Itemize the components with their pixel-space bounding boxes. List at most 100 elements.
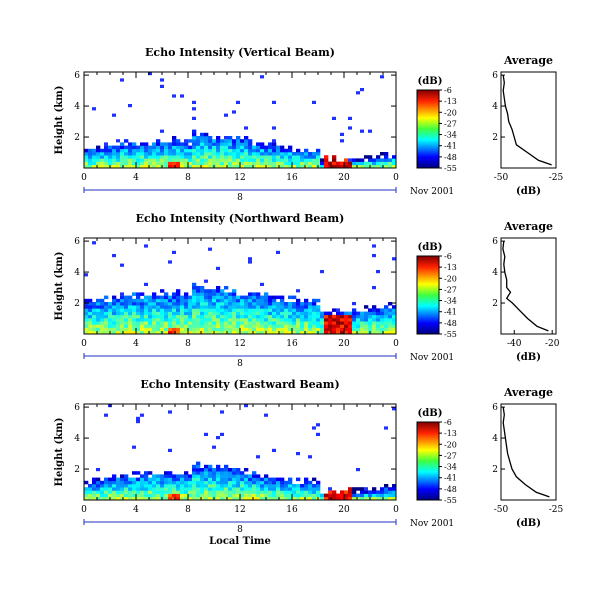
heatmap-cell xyxy=(312,314,317,319)
heatmap-cell xyxy=(280,493,285,498)
profile-y-tick-label: 2 xyxy=(492,133,498,143)
heatmap-cell xyxy=(220,490,225,494)
heatmap-cell xyxy=(116,155,121,159)
heatmap-cell xyxy=(200,155,205,159)
heatmap-cell xyxy=(316,155,321,159)
heatmap-cell xyxy=(184,292,189,296)
heatmap-cell xyxy=(208,471,213,475)
heatmap-cell xyxy=(208,305,213,309)
heatmap-cell xyxy=(312,302,317,306)
heatmap-cell xyxy=(148,308,153,312)
heatmap-cell xyxy=(328,327,333,332)
heatmap-cell xyxy=(204,330,209,335)
heatmap-cell xyxy=(152,148,157,153)
heatmap-cell xyxy=(212,484,217,488)
heatmap-cell xyxy=(184,142,189,146)
heatmap-cell xyxy=(332,490,337,494)
colorbar xyxy=(416,89,440,169)
heatmap-cell xyxy=(208,295,213,300)
heatmap-cell xyxy=(312,490,317,494)
heatmap-cell xyxy=(244,145,249,150)
heatmap-cell xyxy=(276,161,281,166)
heatmap-cell xyxy=(236,139,241,143)
heatmap-cell xyxy=(136,302,141,306)
heatmap-cell xyxy=(144,311,149,316)
heatmap-cell xyxy=(228,477,233,482)
heatmap-cell xyxy=(356,311,361,316)
heatmap-cell xyxy=(88,490,93,494)
heatmap-cell xyxy=(236,468,241,472)
heatmap-cell xyxy=(248,311,253,316)
heatmap-cell xyxy=(260,155,265,159)
heatmap-cell xyxy=(112,321,117,325)
heatmap-cell xyxy=(240,477,245,482)
heatmap-cell xyxy=(88,155,93,159)
heatmap-cell xyxy=(144,148,149,153)
profile-x-tick-label: -40 xyxy=(507,339,522,349)
heatmap-cell xyxy=(316,298,321,303)
heatmap-cell xyxy=(252,327,257,332)
heatmap-cell xyxy=(180,318,185,322)
heatmap-cell xyxy=(256,145,261,150)
profile-y-tick-label: 6 xyxy=(492,237,498,247)
heatmap-cell xyxy=(256,487,261,491)
heatmap-cell xyxy=(272,142,277,146)
heatmap-cell xyxy=(292,295,297,300)
profile-title: Average xyxy=(503,386,553,399)
heatmap-cell xyxy=(152,292,157,296)
heatmap-cell xyxy=(208,292,213,296)
heatmap-cell xyxy=(312,330,317,335)
heatmap-cell xyxy=(112,324,117,328)
heatmap-cell xyxy=(132,311,137,316)
heatmap-cell xyxy=(188,295,193,300)
heatmap-cell xyxy=(200,314,205,319)
heatmap-cell xyxy=(132,324,137,328)
heatmap-cell xyxy=(108,148,113,153)
heatmap-cell xyxy=(312,298,317,303)
heatmap-cell xyxy=(268,164,273,169)
heatmap-cell xyxy=(112,487,117,491)
heatmap-cell xyxy=(112,474,117,478)
heatmap-cell xyxy=(312,318,317,322)
heatmap-cell xyxy=(100,480,105,485)
colorbar-tick-label: -27 xyxy=(444,119,457,128)
heatmap-cell xyxy=(228,487,233,491)
heatmap-cell xyxy=(204,318,209,322)
heatmap-cell xyxy=(136,420,140,424)
heatmap-cell xyxy=(228,496,233,501)
heatmap-cell xyxy=(116,318,121,322)
heatmap-cell xyxy=(288,324,293,328)
heatmap-cell xyxy=(188,474,193,478)
heatmap-cell xyxy=(104,330,109,335)
heatmap-cell xyxy=(132,327,137,332)
heatmap-cell xyxy=(204,477,209,482)
heatmap-cell xyxy=(308,305,313,309)
heatmap-cell xyxy=(264,480,269,485)
heatmap-cell xyxy=(136,318,141,322)
heatmap-cell xyxy=(300,161,305,166)
heatmap-cell xyxy=(152,324,157,328)
heatmap-cell xyxy=(336,324,341,328)
heatmap-cell xyxy=(388,302,393,306)
heatmap-cell xyxy=(372,318,377,322)
heatmap-cell xyxy=(96,484,101,488)
heatmap-cell xyxy=(220,145,225,150)
heatmap-cell xyxy=(88,324,93,328)
heatmap-cell xyxy=(164,308,169,312)
heatmap-cell xyxy=(200,311,205,316)
heatmap-cell xyxy=(260,490,265,494)
heatmap-cell xyxy=(196,474,201,478)
heatmap-cell xyxy=(184,327,189,332)
heatmap-cell xyxy=(284,324,289,328)
heatmap-cell xyxy=(164,484,169,488)
heatmap-cell xyxy=(368,158,373,162)
heatmap-cell xyxy=(228,468,233,472)
x-tick-label: 0 xyxy=(393,339,399,349)
panel-title: Echo Intensity (Vertical Beam) xyxy=(145,46,335,59)
heatmap-cell xyxy=(248,142,253,146)
heatmap-cell xyxy=(276,148,281,153)
colorbar-tick-label: -41 xyxy=(444,142,457,151)
heatmap-cell xyxy=(236,480,241,485)
heatmap-cell xyxy=(140,311,145,316)
heatmap-cell xyxy=(296,484,301,488)
